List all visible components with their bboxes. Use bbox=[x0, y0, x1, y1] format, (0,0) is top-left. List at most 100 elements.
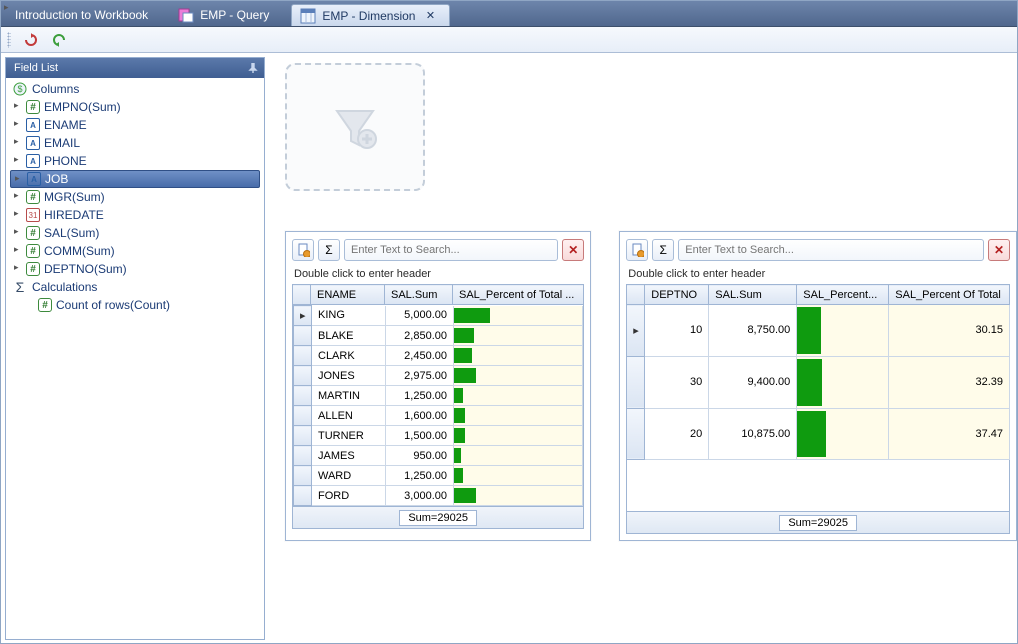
cell-bar bbox=[454, 426, 583, 446]
tab-query[interactable]: EMP - Query bbox=[170, 4, 281, 26]
field-empno-sum-[interactable]: # EMPNO(Sum) bbox=[10, 98, 260, 116]
cell-ename: MARTIN bbox=[312, 386, 386, 406]
table-row[interactable]: BLAKE2,850.00 bbox=[294, 326, 583, 346]
cell-dept: 30 bbox=[645, 356, 709, 408]
cell-pct: 32.39 bbox=[889, 356, 1010, 408]
table-row[interactable]: MARTIN1,250.00 bbox=[294, 386, 583, 406]
tab-dimension[interactable]: EMP - Dimension ✕ bbox=[291, 4, 450, 26]
grid2-close-button[interactable]: ✕ bbox=[988, 239, 1010, 261]
field-label: EMPNO(Sum) bbox=[44, 100, 121, 114]
columns-node[interactable]: $ Columns bbox=[10, 80, 260, 98]
row-indicator: ▸ bbox=[294, 306, 312, 326]
grid2-header-hint[interactable]: Double click to enter header bbox=[628, 268, 1010, 280]
table-row[interactable]: FORD3,000.00 bbox=[294, 486, 583, 506]
cell-dept: 20 bbox=[645, 408, 709, 460]
grid1-body-scroll[interactable]: ▸KING5,000.00BLAKE2,850.00CLARK2,450.00J… bbox=[292, 305, 584, 507]
toolbar-grip-icon bbox=[7, 32, 11, 48]
columns-label: Columns bbox=[32, 82, 79, 96]
cell-bar bbox=[454, 446, 583, 466]
calculations-label: Calculations bbox=[32, 280, 97, 294]
row-indicator bbox=[627, 356, 645, 408]
table-row[interactable]: ▸KING5,000.00 bbox=[294, 306, 583, 326]
grid1-col-ename[interactable]: ENAME bbox=[311, 285, 385, 305]
cell-bar bbox=[797, 408, 889, 460]
field-mgr-sum-[interactable]: #MGR(Sum) bbox=[10, 188, 260, 206]
filter-drop-zone[interactable] bbox=[285, 63, 425, 191]
grid-card-ename: Σ ✕ Double click to enter header ENAME S… bbox=[285, 231, 591, 541]
main-area: Field List $ Columns #EMPNO(Sum)AENAMEAE… bbox=[1, 53, 1017, 643]
cell-bar bbox=[454, 386, 583, 406]
row-indicator bbox=[294, 346, 312, 366]
field-job[interactable]: AJOB bbox=[10, 170, 260, 188]
field-sal-sum-[interactable]: # SAL(Sum) bbox=[10, 224, 260, 242]
hash-icon: # bbox=[26, 262, 40, 276]
grid1-rowhead-header[interactable] bbox=[293, 285, 311, 305]
cell-ename: WARD bbox=[312, 466, 386, 486]
field-deptno-sum-[interactable]: #DEPTNO(Sum) bbox=[10, 260, 260, 278]
grid2-col-salsum[interactable]: SAL.Sum bbox=[709, 285, 797, 305]
grid1-header-hint[interactable]: Double click to enter header bbox=[294, 268, 584, 280]
refresh-red-button[interactable] bbox=[21, 30, 41, 50]
row-indicator: ▸ bbox=[627, 305, 645, 357]
table-row[interactable]: ALLEN1,600.00 bbox=[294, 406, 583, 426]
grid2-col-dept[interactable]: DEPTNO bbox=[645, 285, 709, 305]
cell-bar bbox=[454, 486, 583, 506]
calculations-node[interactable]: Σ Calculations bbox=[10, 278, 260, 296]
cell-sal: 10,875.00 bbox=[709, 408, 797, 460]
text-icon: A bbox=[26, 118, 40, 132]
calc-count-of-rows-count-[interactable]: #Count of rows(Count) bbox=[10, 296, 260, 314]
grid2-config-button[interactable] bbox=[626, 239, 648, 261]
cell-bar bbox=[454, 366, 583, 386]
refresh-green-button[interactable] bbox=[49, 30, 69, 50]
grid1-sigma-button[interactable]: Σ bbox=[318, 239, 340, 261]
grid1-col-pct[interactable]: SAL_Percent of Total ... bbox=[453, 285, 584, 305]
row-indicator bbox=[294, 326, 312, 346]
grid2-search-input[interactable] bbox=[678, 239, 984, 261]
query-icon bbox=[178, 7, 194, 23]
table-row[interactable]: WARD1,250.00 bbox=[294, 466, 583, 486]
cell-sal: 1,500.00 bbox=[386, 426, 454, 446]
grid2-col-pctbar[interactable]: SAL_Percent... bbox=[797, 285, 889, 305]
cell-bar bbox=[454, 406, 583, 426]
pin-icon[interactable] bbox=[246, 61, 260, 75]
grid1-close-button[interactable]: ✕ bbox=[562, 239, 584, 261]
tab-bar: Introduction to Workbook EMP - Query EMP… bbox=[1, 1, 1017, 27]
grid1-search-input[interactable] bbox=[344, 239, 558, 261]
grid2-sigma-button[interactable]: Σ bbox=[652, 239, 674, 261]
hash-icon: # bbox=[26, 244, 40, 258]
table-row[interactable]: JONES2,975.00 bbox=[294, 366, 583, 386]
hash-icon: # bbox=[26, 100, 40, 114]
hash-icon: # bbox=[26, 226, 40, 240]
grid-card-deptno: Σ ✕ Double click to enter header DEPTNO … bbox=[619, 231, 1017, 541]
field-email[interactable]: A EMAIL bbox=[10, 134, 260, 152]
hash-icon: # bbox=[26, 190, 40, 204]
tab-close-icon[interactable]: ✕ bbox=[423, 9, 437, 23]
field-list-panel: Field List $ Columns #EMPNO(Sum)AENAMEAE… bbox=[5, 57, 265, 640]
table-row[interactable]: TURNER1,500.00 bbox=[294, 426, 583, 446]
field-ename[interactable]: AENAME bbox=[10, 116, 260, 134]
field-hiredate[interactable]: 31HIREDATE bbox=[10, 206, 260, 224]
grid1-col-salsum[interactable]: SAL.Sum bbox=[385, 285, 453, 305]
field-label: SAL(Sum) bbox=[44, 226, 99, 240]
design-canvas: Σ ✕ Double click to enter header ENAME S… bbox=[265, 53, 1017, 643]
grid2-rowhead-header[interactable] bbox=[627, 285, 645, 305]
field-label: EMAIL bbox=[44, 136, 80, 150]
field-phone[interactable]: APHONE bbox=[10, 152, 260, 170]
grid1-config-button[interactable] bbox=[292, 239, 314, 261]
text-icon: A bbox=[26, 136, 40, 150]
tab-workbook[interactable]: Introduction to Workbook bbox=[7, 4, 160, 26]
grid2-col-pctval[interactable]: SAL_Percent Of Total bbox=[889, 285, 1010, 305]
table-row[interactable]: CLARK2,450.00 bbox=[294, 346, 583, 366]
cell-ename: BLAKE bbox=[312, 326, 386, 346]
field-comm-sum-[interactable]: #COMM(Sum) bbox=[10, 242, 260, 260]
table-row[interactable]: JAMES950.00 bbox=[294, 446, 583, 466]
table-row[interactable]: 2010,875.0037.47 bbox=[627, 408, 1010, 460]
cell-bar bbox=[454, 306, 583, 326]
tab-label: EMP - Query bbox=[200, 8, 269, 22]
cell-sal: 2,450.00 bbox=[386, 346, 454, 366]
table-row[interactable]: 309,400.0032.39 bbox=[627, 356, 1010, 408]
row-indicator bbox=[294, 466, 312, 486]
table-row[interactable]: ▸108,750.0030.15 bbox=[627, 305, 1010, 357]
text-icon: A bbox=[27, 172, 41, 186]
dimension-icon bbox=[300, 8, 316, 24]
